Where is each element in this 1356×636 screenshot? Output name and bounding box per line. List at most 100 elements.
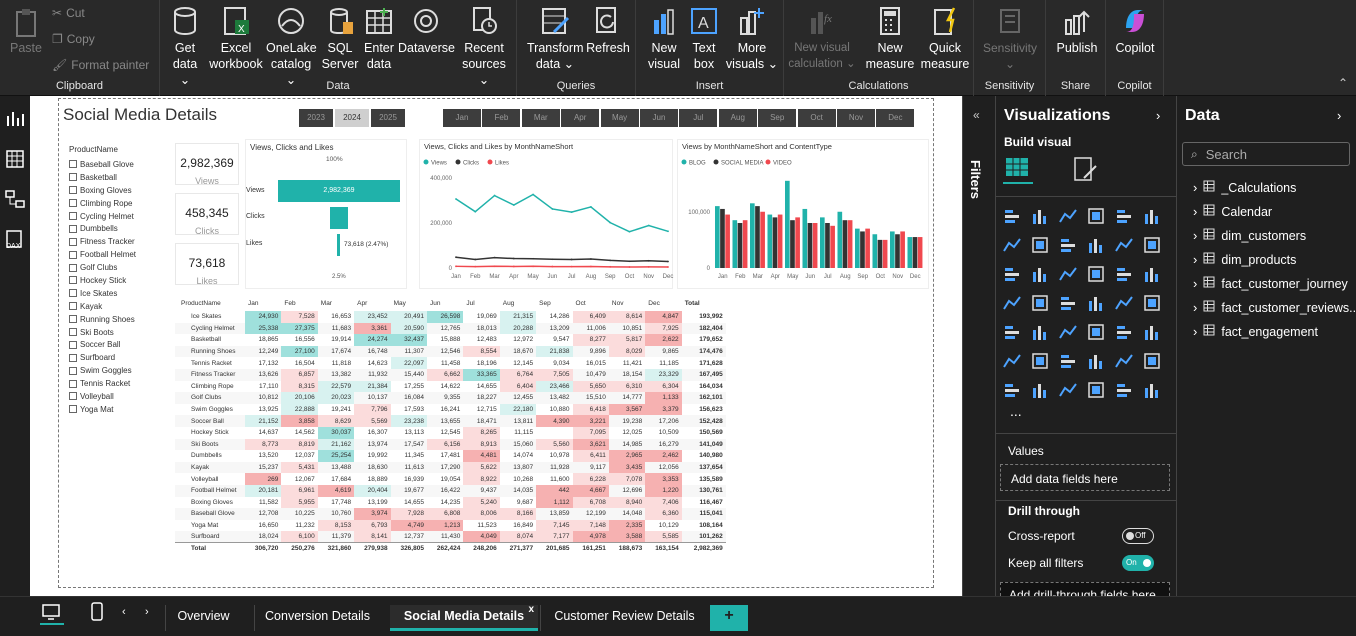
data-table-item[interactable]: › dim_customers (1193, 228, 1307, 243)
product-slicer-item[interactable]: Soccer Ball (69, 338, 169, 351)
column-bar[interactable] (855, 228, 860, 268)
line-point[interactable] (628, 230, 631, 233)
matrix-column-header[interactable]: Feb (284, 299, 296, 307)
scatter-visual-icon[interactable] (1058, 264, 1078, 284)
cross-report-toggle[interactable]: Off (1122, 528, 1154, 544)
series-line-clicks[interactable] (455, 256, 669, 263)
month-button-sep[interactable]: Sep (758, 109, 797, 127)
column-bar[interactable] (830, 225, 835, 268)
line-point[interactable] (455, 256, 457, 259)
build-visual-tab[interactable] (1003, 154, 1033, 184)
power-apps-visual-icon[interactable] (1002, 380, 1022, 400)
matrix-row-header[interactable]: Ice Skates (191, 313, 222, 321)
product-slicer-item[interactable]: Climbing Rope (69, 197, 169, 210)
column-bar[interactable] (890, 231, 895, 268)
chevron-visual-icon[interactable] (1142, 380, 1162, 400)
new-visual-button[interactable]: New visual (644, 4, 684, 72)
matrix-row-header[interactable]: Volleyball (191, 475, 219, 483)
matrix-row-header[interactable]: Golf Clubs (175, 392, 245, 404)
checkbox[interactable] (69, 302, 77, 311)
column-bar[interactable] (802, 208, 808, 268)
matrix-row-header[interactable]: Ski Boots (175, 438, 245, 451)
matrix-column-header[interactable]: Mar (320, 299, 332, 307)
next-page-icon[interactable]: › (145, 606, 149, 618)
matrix-column-header[interactable]: Jun (429, 299, 441, 307)
matrix-column-header[interactable]: Total (684, 299, 700, 307)
slicer-visual-icon[interactable] (1058, 322, 1078, 342)
line-point[interactable] (455, 265, 457, 268)
product-slicer-item[interactable]: Running Shoes (69, 313, 169, 326)
product-slicer-item[interactable]: Baseball Glove (69, 158, 169, 171)
column-bar[interactable] (742, 220, 748, 268)
column-bar[interactable] (882, 239, 888, 268)
matrix-row-header[interactable]: Surfboard (175, 531, 245, 543)
metrics-visual-icon[interactable] (1058, 380, 1078, 400)
line-point[interactable] (551, 258, 554, 261)
matrix-row-header[interactable]: Soccer Ball (175, 415, 245, 427)
line-point[interactable] (493, 256, 496, 259)
checkbox[interactable] (69, 353, 77, 362)
checkbox[interactable] (69, 160, 77, 169)
column-bar[interactable] (812, 223, 818, 268)
matrix-column-header[interactable]: Nov (611, 299, 624, 307)
line-point[interactable] (609, 221, 612, 224)
month-button-jan[interactable]: Jan (443, 109, 481, 127)
matrix-row-header[interactable]: Running Shoes (175, 345, 245, 358)
line-point[interactable] (667, 230, 669, 233)
line-point[interactable] (628, 266, 631, 268)
clustered-bar-visual-icon[interactable] (1058, 206, 1078, 226)
line-column-visual-icon[interactable] (1086, 235, 1106, 255)
table-view-icon[interactable] (4, 148, 26, 170)
column-bar[interactable] (917, 237, 923, 268)
column-bar[interactable] (785, 180, 790, 268)
data-table-item[interactable]: › _Calculations (1193, 180, 1297, 195)
ribbon-visual-icon[interactable] (1142, 235, 1162, 255)
month-button-feb[interactable]: Feb (482, 109, 521, 127)
line-point[interactable] (512, 265, 515, 268)
line-point[interactable] (590, 206, 592, 208)
get-data-button[interactable]: Get data ⌄ (166, 4, 204, 88)
checkbox[interactable] (69, 366, 77, 375)
line-point[interactable] (590, 265, 592, 268)
checkbox[interactable] (69, 263, 77, 272)
report-view-icon[interactable] (4, 108, 26, 130)
matrix-row-header[interactable]: Boxing Gloves (191, 498, 233, 506)
prev-page-icon[interactable]: ‹ (122, 606, 126, 618)
month-button-apr[interactable]: Apr (561, 109, 600, 127)
add-page-button[interactable]: + (710, 605, 748, 631)
line-point[interactable] (474, 258, 477, 261)
publish-button[interactable]: Publish (1052, 4, 1102, 56)
filters-pane-collapsed[interactable]: « Filters (962, 96, 995, 596)
line-point[interactable] (474, 265, 477, 268)
matrix-column-header[interactable]: Jan (248, 299, 259, 307)
data-table-item[interactable]: › fact_customer_journey (1193, 276, 1348, 291)
matrix-row-header[interactable]: Yoga Mat (191, 521, 219, 529)
key-influencers-visual-icon[interactable] (1030, 351, 1050, 371)
treemap-visual-icon[interactable] (1142, 264, 1162, 284)
column-bar[interactable] (795, 217, 800, 268)
line-point[interactable] (647, 224, 650, 227)
product-slicer-item[interactable]: Fitness Tracker (69, 235, 169, 248)
tab-overview[interactable]: Overview (165, 605, 241, 631)
format-visual-tab[interactable] (1072, 156, 1100, 184)
search-input[interactable]: Search (1205, 146, 1247, 162)
stacked-column-visual-icon[interactable] (1030, 206, 1050, 226)
product-slicer-item[interactable]: Kayak (69, 300, 169, 313)
month-button-nov[interactable]: Nov (837, 109, 875, 127)
quick-measure-button[interactable]: Quick measure (918, 4, 972, 72)
matrix-column-header[interactable]: Apr (357, 299, 368, 307)
waterfall-visual-icon[interactable] (1002, 264, 1022, 284)
matrix-column-header[interactable]: Jul (466, 299, 475, 307)
matrix-row-header[interactable]: Kayak (175, 461, 245, 474)
model-view-icon[interactable] (4, 188, 26, 210)
donut-visual-icon[interactable] (1114, 264, 1134, 284)
collapse-ribbon-icon[interactable]: ⌃ (1337, 76, 1348, 90)
python-visual-icon[interactable] (1002, 351, 1022, 371)
column-bar[interactable] (732, 220, 738, 268)
checkbox[interactable] (69, 186, 77, 195)
paste-button[interactable]: Paste (6, 4, 46, 56)
100-column-visual-icon[interactable] (1142, 206, 1162, 226)
year-button-2025[interactable]: 2025 (371, 109, 405, 127)
matrix-row-header[interactable]: Swim Goggles (191, 406, 233, 414)
recent-sources-button[interactable]: Recent sources ⌄ (456, 4, 512, 88)
